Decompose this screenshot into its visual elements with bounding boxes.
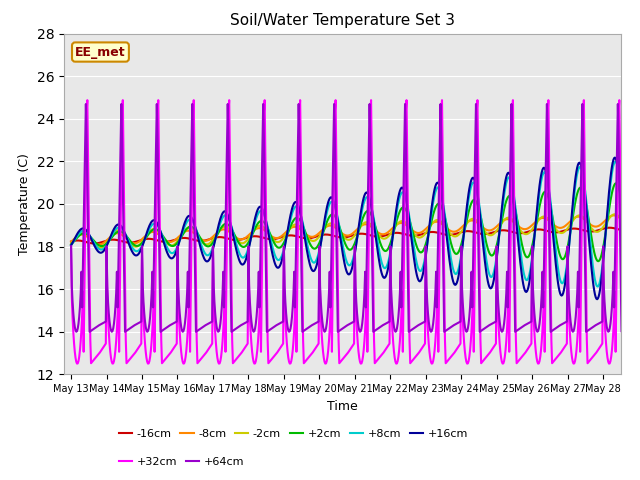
X-axis label: Time: Time	[327, 400, 358, 413]
Text: EE_met: EE_met	[75, 46, 126, 59]
Title: Soil/Water Temperature Set 3: Soil/Water Temperature Set 3	[230, 13, 455, 28]
Y-axis label: Temperature (C): Temperature (C)	[18, 153, 31, 255]
Legend: +32cm, +64cm: +32cm, +64cm	[114, 452, 248, 471]
